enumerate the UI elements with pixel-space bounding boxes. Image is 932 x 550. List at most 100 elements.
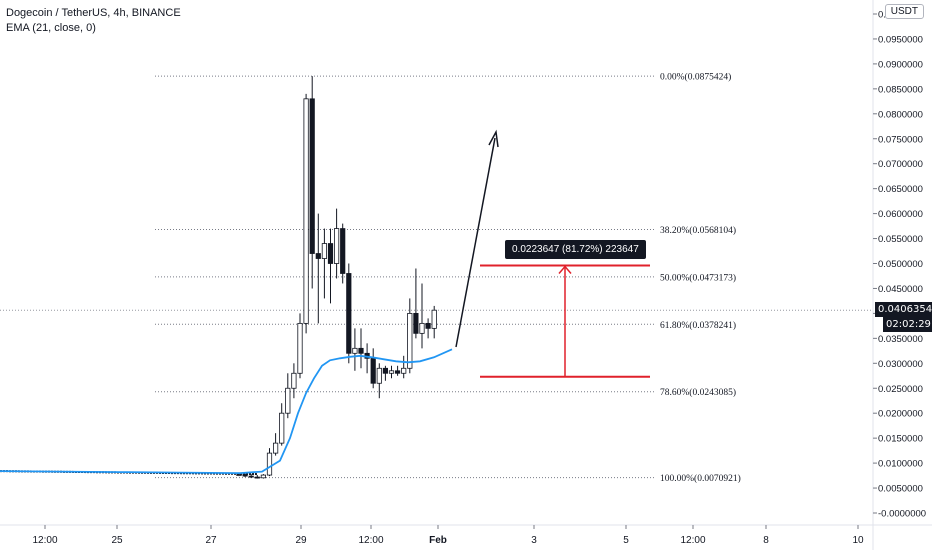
currency-badge[interactable]: USDT — [884, 4, 924, 19]
candle-body — [419, 322, 425, 334]
candle[interactable] — [279, 403, 285, 446]
candle[interactable] — [419, 283, 425, 349]
price-tick-label: 0.0650000 — [878, 184, 923, 195]
projection-arrow-line[interactable] — [455, 137, 496, 348]
candle-body — [382, 367, 389, 374]
candle[interactable] — [401, 355, 407, 379]
fib-level-label: 50.00%(0.0473173) — [660, 272, 736, 283]
candle-body — [425, 322, 431, 329]
candle-body — [242, 474, 248, 477]
candle[interactable] — [272, 433, 279, 456]
candle[interactable] — [413, 268, 419, 339]
time-tick-label: 5 — [623, 535, 629, 546]
candle[interactable] — [321, 228, 328, 299]
price-tick-label: 0.0050000 — [878, 484, 923, 495]
symbol-title: Dogecoin / TetherUS, 4h, BINANCE — [6, 7, 181, 19]
price-tick-label: 0.0500000 — [878, 259, 923, 270]
ema-line[interactable] — [0, 348, 453, 475]
price-tick-label: 0.0100000 — [878, 459, 923, 470]
candle-body — [376, 367, 382, 384]
candle[interactable] — [382, 365, 389, 381]
time-tick-label: 12:00 — [358, 535, 383, 546]
candle[interactable] — [388, 365, 395, 379]
candle[interactable] — [376, 363, 382, 399]
time-tick-label: 29 — [295, 535, 307, 546]
candle[interactable] — [297, 313, 303, 379]
candle[interactable] — [352, 328, 358, 371]
candle[interactable] — [315, 213, 321, 324]
fib-level-label: 38.20%(0.0568104) — [660, 225, 736, 236]
candle-body — [431, 309, 437, 329]
candle-body — [333, 228, 340, 264]
price-tick-label: 0.0300000 — [878, 359, 923, 370]
price-tick-label: 0.0700000 — [878, 159, 923, 170]
current-price-tag: 0.0406354 — [875, 302, 932, 318]
price-tick-label: 0.0850000 — [878, 84, 923, 95]
countdown-tag: 02:02:29 — [883, 317, 932, 333]
candle[interactable] — [327, 228, 334, 304]
candle-body — [266, 452, 273, 476]
candle-body — [248, 475, 254, 478]
price-tick-label: 0.0900000 — [878, 59, 923, 70]
candle[interactable] — [370, 348, 376, 389]
candle[interactable] — [425, 318, 431, 339]
candle-body — [352, 347, 358, 354]
candle[interactable] — [309, 76, 315, 289]
time-tick-label: 25 — [111, 535, 123, 546]
measure-label: 0.0223647 (81.72%) 223647 — [505, 240, 646, 260]
candle[interactable] — [242, 473, 248, 478]
candle-body — [279, 412, 285, 444]
price-tick-label: 0.0950000 — [878, 34, 923, 45]
candle-body — [413, 312, 419, 334]
price-tick-label: 0.0150000 — [878, 434, 923, 445]
candle[interactable] — [260, 474, 267, 479]
time-tick-label: 27 — [205, 535, 217, 546]
price-tick-label: 0.0250000 — [878, 384, 923, 395]
fib-level-label: 78.60%(0.0243085) — [660, 387, 736, 398]
candle-body — [236, 474, 242, 476]
candle[interactable] — [254, 475, 260, 479]
candle[interactable] — [394, 365, 401, 376]
candle[interactable] — [358, 328, 364, 369]
price-tick-label: 0.0350000 — [878, 334, 923, 345]
fib-level-label: 100.00%(0.0070921) — [660, 473, 741, 484]
candle[interactable] — [333, 208, 340, 279]
candle[interactable] — [340, 223, 346, 284]
candle-body — [254, 476, 260, 479]
candle-body — [321, 243, 328, 259]
measure-arrow-head-icon — [558, 265, 572, 274]
candle[interactable] — [303, 93, 309, 334]
candle-body — [407, 312, 413, 369]
candle-body — [346, 273, 352, 354]
time-tick-label: 12:00 — [680, 535, 705, 546]
ema-indicator-label: EMA (21, close, 0) — [6, 22, 96, 34]
candle-body — [358, 347, 364, 354]
price-tick-label: 0.0800000 — [878, 109, 923, 120]
candle[interactable] — [266, 448, 273, 477]
chart-legend: Dogecoin / TetherUS, 4h, BINANCE EMA (21… — [6, 6, 181, 36]
price-tick-label: 0.0450000 — [878, 284, 923, 295]
price-tick-label: -0.0000000 — [878, 509, 926, 520]
candle-body — [285, 387, 291, 414]
time-tick-label: 3 — [531, 535, 537, 546]
time-tick-label: Feb — [429, 535, 447, 546]
candle-body — [303, 98, 309, 324]
fib-level-label: 61.80%(0.0378241) — [660, 320, 736, 331]
candle[interactable] — [407, 298, 413, 374]
candle-body — [315, 253, 321, 259]
candle[interactable] — [346, 263, 352, 364]
candle[interactable] — [431, 305, 437, 339]
price-tick-label: 0.0750000 — [878, 134, 923, 145]
candle[interactable] — [291, 363, 297, 399]
candle-body — [297, 322, 303, 374]
candle[interactable] — [364, 343, 370, 374]
time-tick-label: 8 — [763, 535, 769, 546]
candle[interactable] — [285, 373, 291, 419]
candle-body — [309, 98, 315, 254]
candle-body — [394, 370, 401, 374]
candle[interactable] — [248, 474, 254, 479]
time-tick-label: 10 — [852, 535, 864, 546]
candle-body — [291, 372, 297, 389]
price-tick-label: 0.0200000 — [878, 409, 923, 420]
